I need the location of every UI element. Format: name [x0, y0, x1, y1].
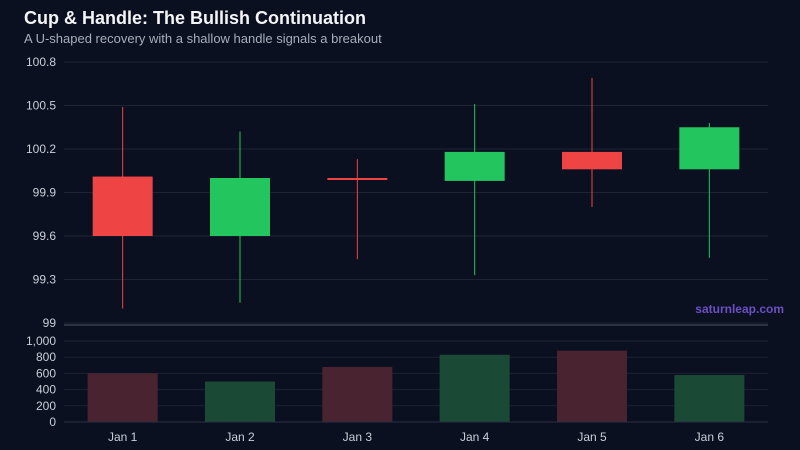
- volume-tick-label: 600: [36, 366, 56, 380]
- volume-bar: [439, 354, 510, 422]
- volume-bar: [557, 350, 627, 422]
- watermark-text: saturnleap.com: [695, 302, 784, 316]
- price-tick-label: 99.9: [33, 186, 57, 200]
- volume-tick-label: 400: [36, 383, 56, 397]
- x-tick-label: Jan 2: [225, 430, 255, 444]
- candle-body: [210, 178, 270, 236]
- price-tick-label: 99.3: [33, 273, 57, 287]
- chart-title: Cup & Handle: The Bullish Continuation: [24, 8, 366, 28]
- price-tick-label: 99.6: [33, 229, 57, 243]
- x-tick-label: Jan 6: [695, 430, 725, 444]
- price-tick-label: 100.2: [26, 142, 56, 156]
- candle-body: [562, 151, 622, 170]
- volume-bar: [322, 366, 393, 422]
- volume-tick-label: 800: [36, 350, 56, 364]
- candle-body: [327, 178, 388, 180]
- x-tick-label: Jan 3: [343, 430, 373, 444]
- candle-body: [679, 127, 740, 170]
- x-tick-label: Jan 1: [108, 430, 138, 444]
- volume-tick-label: 1,000: [26, 334, 56, 348]
- volume-bar: [205, 381, 275, 422]
- x-tick-label: Jan 4: [460, 430, 490, 444]
- volume-tick-label: 0: [49, 415, 56, 429]
- volume-tick-label: 200: [36, 399, 56, 413]
- price-tick-label: 100.5: [26, 99, 56, 113]
- x-tick-label: Jan 5: [577, 430, 607, 444]
- candle-body: [92, 176, 153, 236]
- volume-bar: [87, 373, 158, 422]
- volume-bar: [674, 375, 745, 422]
- price-tick-label: 100.8: [26, 55, 56, 69]
- candle-body: [444, 151, 505, 181]
- price-tick-label: 99: [43, 316, 57, 330]
- chart-subtitle: A U-shaped recovery with a shallow handl…: [24, 31, 382, 46]
